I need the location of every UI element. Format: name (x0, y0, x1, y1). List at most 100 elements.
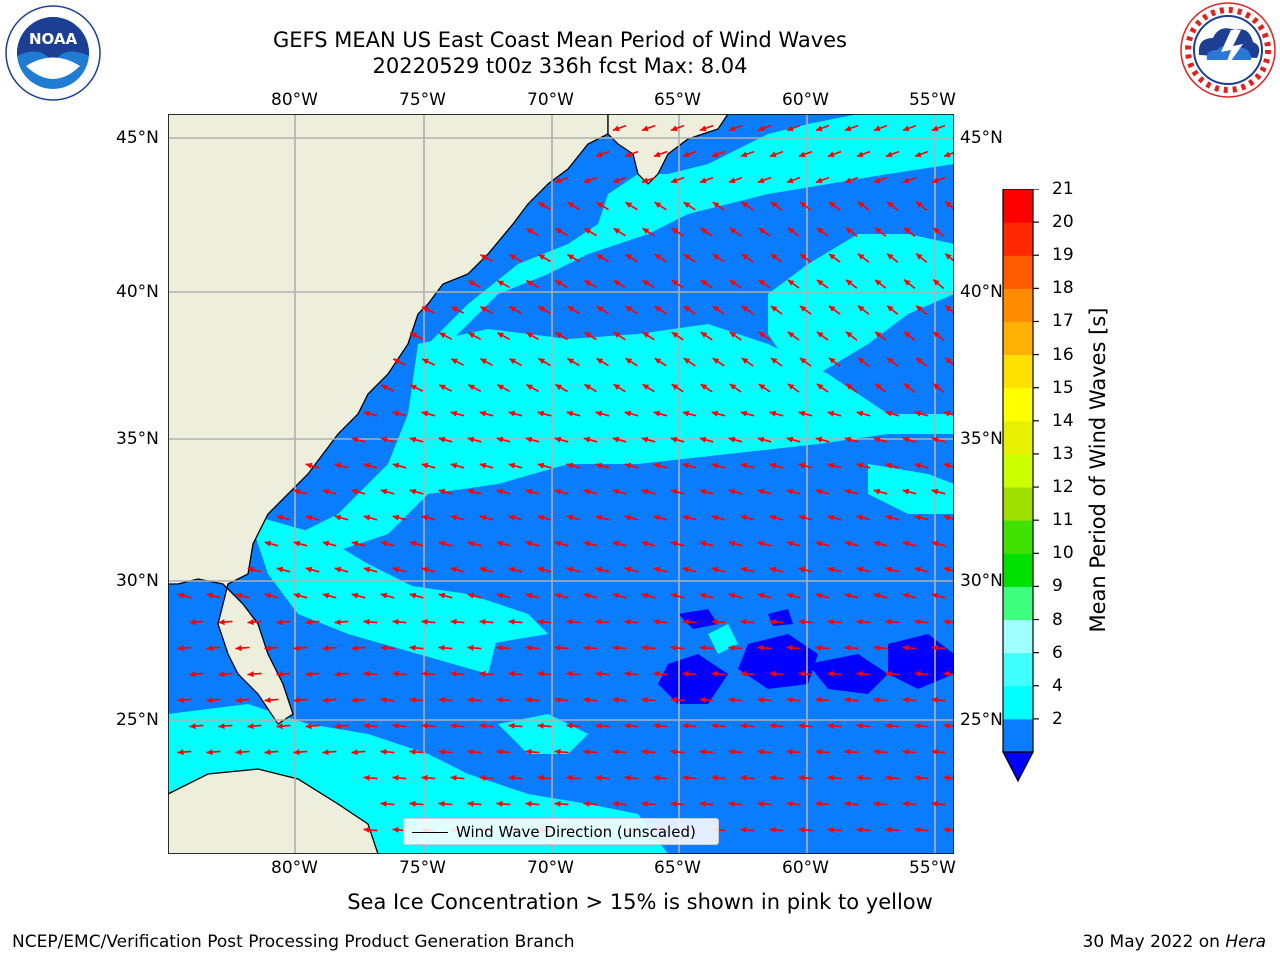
credit-host: Hera (1225, 932, 1266, 952)
wind-wave-arrowhead (363, 410, 371, 417)
wind-wave-arrowhead (276, 723, 283, 730)
wind-wave-arrowhead (583, 177, 591, 184)
wind-wave-arrowhead (787, 331, 795, 338)
wind-wave-arrowhead (740, 722, 747, 729)
wind-wave-arrowhead (815, 436, 823, 443)
wind-wave-arrowhead (943, 670, 950, 677)
wind-wave-arrowhead (828, 305, 836, 312)
wind-wave-arrowhead (479, 566, 487, 573)
wind-wave-arrowhead (322, 645, 329, 652)
wind-wave-arrowhead (583, 488, 591, 495)
wind-wave-arrowhead (218, 619, 225, 626)
wind-wave-arrowhead (875, 331, 882, 338)
wind-wave-arrowhead (410, 332, 417, 339)
wind-wave-arrowhead (264, 749, 271, 756)
wind-wave-arrowhead (815, 800, 822, 807)
lon-label-bottom: 80°W (271, 858, 318, 878)
wind-wave-arrowhead (653, 514, 661, 521)
wind-wave-arrowhead (827, 722, 834, 729)
colorbar-tick-label: 6 (1052, 642, 1063, 663)
wind-wave-arrowhead (740, 670, 747, 677)
wind-wave-arrowhead (351, 436, 359, 443)
wind-wave-arrowhead (885, 670, 892, 677)
wind-wave-arrowhead (769, 566, 777, 573)
wind-wave-arrowhead (438, 800, 445, 807)
wind-wave-arrowhead (699, 644, 706, 651)
wind-wave-arrowhead (409, 488, 417, 495)
wind-wave-arrowhead (450, 462, 458, 469)
wind-wave-arrowhead (699, 488, 707, 495)
wind-wave-arrowhead (670, 488, 678, 495)
wind-wave-arrowhead (740, 410, 748, 417)
wind-wave-arrowhead (567, 254, 575, 261)
lon-label-bottom: 60°W (782, 858, 829, 878)
wind-wave-arrowhead (827, 151, 835, 158)
wind-wave-arrowhead (624, 410, 632, 417)
wind-wave-arrowhead (538, 202, 546, 209)
lat-label-left: 35°N (116, 429, 159, 449)
wind-wave-arrowhead (421, 566, 429, 573)
wind-wave-arrowhead (468, 384, 475, 391)
wind-wave-arrowhead (856, 774, 863, 781)
wind-wave-arrowhead (177, 749, 184, 756)
wind-wave-arrowhead (931, 592, 939, 599)
wind-wave-arrowhead (450, 722, 457, 729)
wind-wave-arrowhead (902, 644, 909, 651)
colorbar-band (1003, 288, 1033, 322)
wind-wave-arrowhead (177, 592, 185, 599)
wind-wave-arrowhead (654, 254, 662, 260)
wind-wave-arrowhead (844, 540, 852, 547)
wind-wave-arrowhead (916, 201, 923, 208)
wind-wave-arrowhead (873, 540, 881, 547)
wind-wave-arrowhead (844, 436, 852, 443)
wind-wave-arrowhead (700, 384, 708, 390)
wind-wave-arrowhead (624, 151, 632, 158)
wind-wave-arrowhead (873, 644, 880, 651)
wind-wave-arrowhead (421, 722, 428, 729)
wind-wave-arrowhead (525, 488, 533, 495)
wind-wave-arrowhead (526, 280, 534, 287)
wind-wave-arrowhead (363, 566, 371, 573)
wind-wave-arrowhead (450, 410, 458, 417)
lat-label-left: 40°N (116, 282, 159, 302)
colorbar-tick-label: 9 (1052, 576, 1063, 597)
wind-wave-arrowhead (729, 280, 737, 286)
wind-wave-arrowhead (699, 592, 707, 599)
wind-wave-arrowhead (844, 592, 852, 599)
wind-wave-arrowhead (827, 670, 834, 677)
wind-wave-arrowhead (943, 410, 951, 417)
wind-wave-arrowhead (671, 384, 679, 390)
wind-wave-arrowhead (566, 722, 573, 729)
wind-wave-arrowhead (421, 670, 428, 677)
wind-wave-arrowhead (700, 280, 708, 286)
wind-wave-arrowhead (584, 228, 592, 235)
wind-wave-arrowhead (264, 592, 272, 599)
wind-wave-arrowhead (509, 358, 516, 365)
wind-wave-arrowhead (392, 774, 399, 781)
wind-wave-arrowhead (670, 125, 678, 132)
colorbar-tick-label: 10 (1052, 543, 1074, 564)
wind-wave-arrowhead (554, 488, 562, 495)
wind-wave-arrowhead (508, 566, 516, 573)
wind-wave-arrowhead (914, 566, 922, 573)
credit-date: 30 May 2022 on (1082, 932, 1226, 952)
colorbar-tick-label: 11 (1052, 510, 1074, 531)
wind-wave-arrowhead (409, 800, 416, 807)
wind-wave-arrowhead (566, 566, 574, 573)
lat-label-left: 45°N (116, 128, 159, 148)
wind-wave-arrowhead (654, 202, 662, 208)
wind-wave-arrowhead (683, 306, 691, 312)
wind-wave-arrowhead (816, 383, 824, 390)
wind-wave-arrowhead (885, 826, 892, 833)
wind-wave-arrowhead (247, 723, 254, 730)
wind-wave-arrowhead (624, 514, 632, 521)
wind-wave-arrowhead (380, 488, 388, 495)
wind-wave-arrowhead (914, 826, 921, 833)
wind-wave-arrowhead (641, 436, 649, 443)
colorbar-band (1003, 487, 1033, 521)
lat-label-right: 40°N (960, 282, 1003, 302)
wind-wave-arrowhead (409, 436, 417, 443)
wind-wave-arrowhead (322, 488, 330, 495)
lat-label-right: 25°N (960, 710, 1003, 730)
wind-wave-arrowhead (887, 253, 894, 260)
